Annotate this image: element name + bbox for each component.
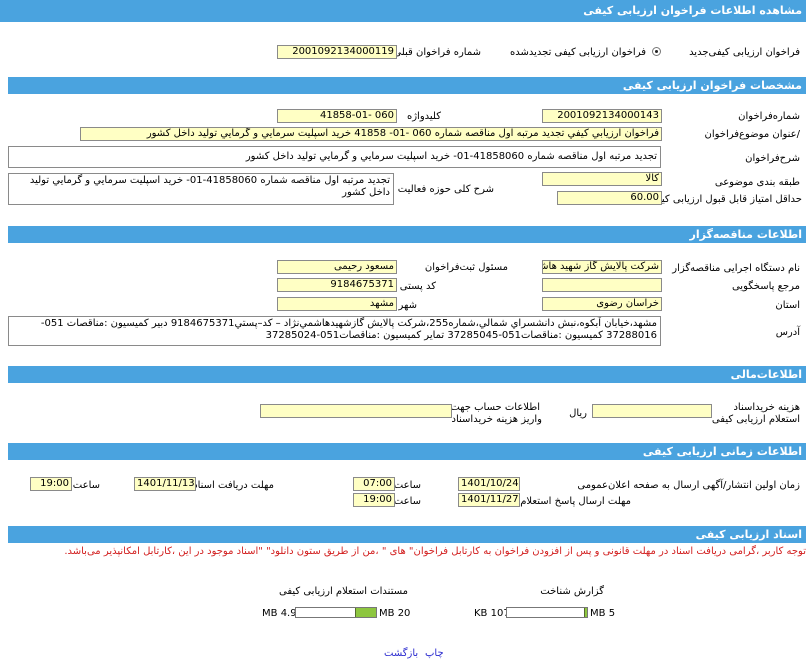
province-field: خراسان رضوی: [542, 297, 662, 311]
section-header-financial: اطلاعات‌مالی: [8, 366, 806, 383]
print-link[interactable]: چاپ: [425, 648, 444, 659]
category-field: كالا: [542, 172, 662, 186]
fee-field: [592, 404, 712, 418]
col-identification-label: گزارش شناخت: [540, 586, 604, 597]
page-title: مشاهده اطلاعات فراخوان ارزيابی کيفی: [0, 0, 806, 22]
address-label: آدرس: [775, 327, 800, 338]
min-score-label: حداقل امتياز قابل قبول ارزيابی کيفی: [648, 194, 802, 205]
min-score-field: 60.00: [557, 191, 662, 205]
section-header-documents: اسناد ارزيابی کيفی: [8, 526, 806, 543]
publish-label: زمان اولين انتشار/آگهی ارسال به صفحه اعل…: [577, 480, 800, 491]
inquiry-progress-bar: [295, 607, 377, 618]
org-label: نام دستگاه اجرايی مناقصه‌گزار: [672, 263, 800, 274]
section-header-tenderer: اطلاعات مناقصه‌گزار: [8, 226, 806, 243]
account-label: اطلاعات حساب جهت: [450, 402, 540, 413]
receive-time-label: ساعت: [72, 480, 100, 491]
responsible-field: مسعود رحيمی: [277, 260, 397, 274]
org-field: شركت پالايش گاز شهيد هاشمي نژاد: [542, 260, 662, 274]
responsible-label: مسئول ثبت‌فراخوان: [424, 262, 508, 273]
ident-used-size: 107 KB: [474, 608, 510, 619]
receive-date-field: 1401/11/13: [134, 477, 196, 491]
receive-time-field: 19:00: [30, 477, 72, 491]
currency-label: ريال: [569, 408, 587, 419]
section-header-specs: مشخصات فراخوان ارزيابی کيفی: [8, 77, 806, 94]
keyword-field: 41858-01- 060: [277, 109, 397, 123]
category-label: طبقه بندی موضوعی: [714, 177, 800, 188]
city-field: مشهد: [277, 297, 397, 311]
reply-date-field: 1401/11/27: [458, 493, 520, 507]
account-label-2: واريز هزينه خريداسناد: [451, 414, 542, 425]
activity-box: تجديد مرتبه اول مناقصه شماره 41858060-01…: [8, 173, 394, 205]
call-number-field: 2001092134000143: [542, 109, 662, 123]
subject-field: فراخوان ارزيابي كيفي تجديد مرتبه اول منا…: [80, 127, 662, 141]
reference-field: [542, 278, 662, 292]
publish-time-label: ساعت: [393, 480, 421, 491]
reply-label: مهلت ارسال پاسخ استعلام: [520, 496, 631, 507]
address-box: مشهد،خيابان آبكوه،نبش دانشسراي شمالي،شما…: [8, 316, 661, 346]
publish-date-field: 1401/10/24: [458, 477, 520, 491]
ident-max-size: 5 MB: [590, 608, 616, 619]
description-label: شرح‌فراخوان: [745, 153, 800, 164]
inquiry-progress-fill: [355, 608, 376, 617]
call-number-label: شماره‌فراخوان: [738, 111, 800, 122]
description-box: تجديد مرتبه اول مناقصه شماره 41858060-01…: [8, 146, 661, 168]
postal-label: کد پستی: [399, 281, 436, 292]
account-field: [260, 404, 452, 418]
fee-label: هزينه خريداسناد: [733, 402, 800, 413]
inquiry-used-size: 4.9 MB: [262, 608, 297, 619]
inquiry-max-size: 20 MB: [379, 608, 411, 619]
fee-label-2: استعلام ارزيابی کيفی: [711, 414, 800, 425]
subject-label: /عنوان موضوع‌فراخوان: [704, 129, 800, 140]
reference-label: مرجع پاسخگويی: [731, 281, 800, 292]
reply-time-field: 19:00: [353, 493, 395, 507]
postal-field: 9184675371: [277, 278, 397, 292]
documents-notice: توجه کاربر ،گرامی دريافت اسناد در مهلت ق…: [64, 546, 806, 557]
col-inquiry-label: مستندات استعلام ارزيابی کيفی: [278, 586, 408, 597]
back-link[interactable]: بازگشت: [384, 648, 419, 659]
ident-progress-fill: [584, 608, 587, 617]
ident-progress-bar: [506, 607, 588, 618]
radio-renewed[interactable]: [652, 47, 661, 56]
radio-renewed-label: فراخوان ارزيابی کيفی تجديدشده: [509, 47, 646, 58]
receive-label: مهلت دريافت اسناد: [193, 480, 274, 491]
province-label: استان: [775, 300, 800, 311]
reply-time-label: ساعت: [393, 496, 421, 507]
city-label: شهر: [398, 300, 417, 311]
keyword-label: کليدواژه: [406, 111, 441, 122]
publish-time-field: 07:00: [353, 477, 395, 491]
section-header-timing: اطلاعات زمانی ارزيابی کيفی: [8, 443, 806, 460]
activity-label: شرح کلی حوزه فعاليت: [397, 184, 494, 195]
prev-call-field: 2001092134000119: [277, 45, 397, 59]
call-type-label: فراخوان ارزيابی کيفی‌جديد: [689, 47, 800, 58]
prev-call-label: شماره فراخوان قبلی: [393, 47, 481, 58]
